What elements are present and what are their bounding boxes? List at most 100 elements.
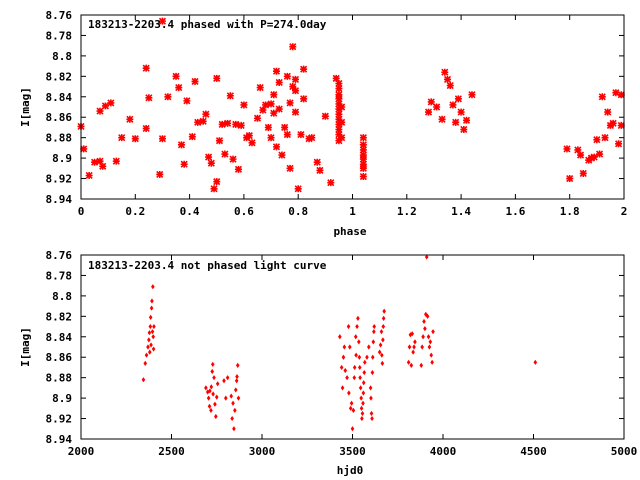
phased-data-point [96, 107, 104, 115]
unphased-data-point [234, 378, 239, 384]
unphased-data-point [431, 329, 435, 335]
unphased-y-axis-label: I[mag] [19, 327, 32, 367]
phased-data-point [267, 134, 275, 142]
unphased-data-point [349, 400, 354, 406]
phased-data-point [359, 172, 367, 181]
phased-data-point [213, 74, 221, 82]
phased-data-point [291, 108, 300, 116]
phased-data-point [118, 134, 126, 142]
phased-data-point [158, 17, 167, 25]
unphased-data-point [229, 393, 234, 399]
phased-data-point [359, 146, 367, 154]
phased-data-point [452, 118, 460, 126]
unphased-data-point [423, 326, 427, 332]
unphased-data-point [361, 390, 366, 396]
phased-data-point [576, 151, 585, 159]
unphased-data-point [426, 334, 431, 340]
unphased-data-point [347, 390, 351, 396]
phased-data-point [289, 82, 297, 91]
phased-data-point [609, 119, 617, 127]
unphased-data-point [224, 395, 228, 401]
unphased-data-point [236, 395, 241, 401]
unphased-data-point [378, 342, 383, 348]
phased-data-point [267, 100, 275, 108]
unphased-data-point [141, 377, 146, 383]
unphased-axis-ticks: 2000 2500 3000 3500 4000 4500 50008.768.788.88… [46, 249, 638, 458]
unphased-data-point [345, 375, 349, 381]
unphased-data-point [362, 369, 367, 376]
phased-data-point [107, 99, 115, 107]
unphased-light-curve-plot: 2000 2500 3000 3500 4000 4500 50008.768.788.88… [19, 249, 637, 477]
phased-data-point [213, 178, 221, 186]
phased-x-tick-label: 0.4 [180, 205, 200, 218]
unphased-data-point [207, 403, 212, 409]
phased-data-point [468, 91, 476, 99]
phased-data-point [457, 108, 465, 116]
phased-data-point [248, 139, 256, 147]
unphased-data-point [428, 339, 433, 345]
phased-data-point [601, 134, 609, 142]
unphased-data-point [420, 344, 424, 350]
phased-data-point [175, 84, 183, 92]
unphased-data-point [360, 410, 365, 417]
phased-data-point [215, 137, 224, 145]
phased-data-point [91, 158, 99, 166]
phased-data-point [226, 92, 234, 100]
phased-data-point [359, 134, 367, 142]
unphased-x-tick-label: 5000 [611, 445, 638, 458]
phased-data-point [566, 174, 574, 183]
phased-x-tick-label: 0.6 [234, 205, 254, 218]
phased-y-tick-label: 8.76 [46, 9, 73, 22]
phased-data-point [218, 120, 226, 128]
phased-y-tick-label: 8.9 [52, 152, 72, 165]
phased-data-point [454, 95, 462, 103]
phased-plot-frame [80, 14, 625, 200]
unphased-data-point [347, 344, 352, 350]
unphased-data-point [148, 314, 153, 320]
phased-x-tick-label: 0.2 [125, 205, 145, 218]
phased-data-point [359, 160, 367, 168]
phased-axis-ticks: 0 0.2 0.4 0.6 0.8 1 1.2 1.4 1.6 1.8 2 8.76 8.78 8.8 8.… [46, 9, 628, 218]
phased-data-point [112, 157, 120, 165]
unphased-data-point [379, 329, 384, 335]
unphased-data-point [146, 344, 150, 350]
unphased-data-point [144, 352, 149, 358]
unphased-data-point [409, 362, 414, 368]
phased-data-point [308, 134, 316, 142]
phased-x-axis-label: phase [333, 225, 366, 238]
unphased-x-tick-label: 3000 [249, 445, 276, 458]
phased-data-point [338, 103, 346, 111]
phased-data-point [131, 135, 139, 143]
unphased-data-point [369, 410, 374, 417]
phased-data-point [283, 72, 291, 80]
phased-data-point [224, 119, 232, 127]
phased-data-point [126, 115, 134, 123]
unphased-data-point [372, 329, 376, 335]
unphased-data-point [235, 362, 240, 368]
unphased-data-point [339, 364, 344, 371]
unphased-data-point [356, 315, 360, 321]
phased-data-point [574, 146, 582, 154]
unphased-data-point [211, 391, 215, 397]
unphased-x-tick-label: 4500 [520, 445, 547, 458]
unphased-data-point [151, 346, 156, 352]
unphased-data-point [340, 385, 345, 391]
unphased-data-point [412, 344, 416, 350]
unphased-data-point [430, 359, 434, 365]
phased-data-point [262, 101, 270, 109]
unphased-data-point [149, 342, 153, 348]
unphased-data-point [365, 354, 369, 360]
phased-data-point [338, 118, 346, 126]
unphased-data-point [222, 378, 226, 384]
unphased-data-point [225, 375, 230, 381]
phased-data-point [259, 106, 267, 114]
unphased-data-point [348, 405, 353, 411]
phased-data-point [460, 125, 468, 134]
phased-data-point [264, 123, 272, 132]
phased-data-point [291, 87, 300, 95]
unphased-data-point [369, 395, 373, 401]
unphased-data-point [151, 284, 155, 290]
phased-light-curve-plot: 0 0.2 0.4 0.6 0.8 1 1.2 1.4 1.6 1.8 2 8.76 8.78 8.8 8.… [19, 9, 627, 238]
phased-data-point [615, 140, 623, 148]
phased-data-point [240, 101, 248, 109]
